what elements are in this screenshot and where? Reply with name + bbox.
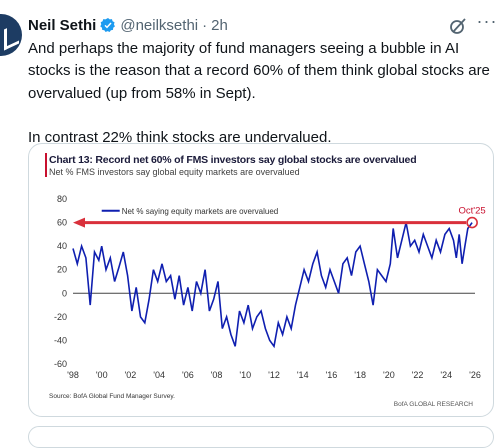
legend-label: Net % saying equity markets are overvalu…: [122, 207, 279, 216]
x-tick-label: '22: [412, 370, 424, 380]
next-media-card[interactable]: [28, 426, 494, 448]
tweet-text-paragraph-2: In contrast 22% think stocks are underva…: [28, 129, 332, 147]
y-tick-label: -60: [54, 359, 67, 369]
x-tick-label: '06: [182, 370, 194, 380]
y-tick-label: 0: [62, 288, 67, 298]
y-tick-label: 60: [57, 218, 67, 228]
header-separator: ·: [202, 16, 208, 34]
y-tick-label: -20: [54, 312, 67, 322]
tweet-header: Neil Sethi @neilksethi · 2h: [28, 14, 228, 36]
y-tick-label: 40: [57, 241, 67, 251]
x-tick-label: '98: [67, 370, 79, 380]
y-tick-label: -40: [54, 335, 67, 345]
author-handle[interactable]: @neilksethi: [120, 16, 199, 34]
chart-source: Source: BofA Global Fund Manager Survey.: [49, 393, 175, 400]
x-tick-label: '16: [326, 370, 338, 380]
x-tick-label: '20: [383, 370, 395, 380]
oct25-annotation: Oct'25: [459, 206, 486, 217]
chart-subtitle: Net % FMS investors say global equity ma…: [49, 167, 300, 177]
timestamp[interactable]: 2h: [211, 16, 228, 34]
more-options-icon[interactable]: ···: [476, 11, 498, 31]
brand-label: BofA GLOBAL RESEARCH: [394, 401, 474, 408]
title-accent-bar: [45, 153, 47, 177]
verified-badge-icon[interactable]: [100, 17, 116, 33]
chart-title: Chart 13: Record net 60% of FMS investor…: [49, 154, 417, 166]
y-tick-label: 80: [57, 194, 67, 204]
x-tick-label: '04: [153, 370, 165, 380]
x-tick-label: '24: [440, 370, 452, 380]
x-tick-label: '12: [268, 370, 280, 380]
x-tick-label: '10: [239, 370, 251, 380]
line-chart: 80 60 40 20 0 -20 -40 -60 '98 '00 '02 '04 '06 '08 '10…: [49, 194, 486, 408]
x-tick-label: '14: [297, 370, 309, 380]
tweet-text: And perhaps the majority of fund manager…: [28, 38, 498, 150]
x-tick-label: '18: [354, 370, 366, 380]
author-name[interactable]: Neil Sethi: [28, 16, 97, 34]
y-tick-label: 20: [57, 265, 67, 275]
avatar-image: [0, 14, 22, 56]
avatar[interactable]: [0, 14, 22, 58]
x-tick-label: '26: [469, 370, 481, 380]
x-tick-label: '02: [125, 370, 137, 380]
record-highlight-circle: [466, 216, 478, 229]
x-tick-label: '08: [211, 370, 223, 380]
media-card[interactable]: Chart 13: Record net 60% of FMS investor…: [28, 143, 494, 417]
x-tick-label: '00: [96, 370, 108, 380]
record-arrow-head: [73, 217, 85, 228]
tweet-text-paragraph-1: And perhaps the majority of fund manager…: [28, 40, 490, 102]
grok-icon[interactable]: [448, 16, 468, 36]
series-line: [72, 222, 473, 349]
